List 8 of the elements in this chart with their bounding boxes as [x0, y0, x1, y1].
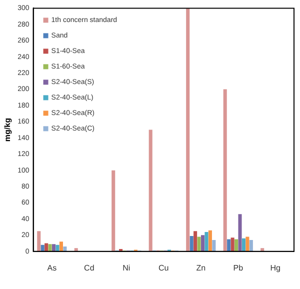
- y-axis-title: mg/kg: [3, 118, 12, 142]
- x-tick-label: Hg: [270, 263, 280, 272]
- x-tick-label: Cd: [84, 263, 94, 272]
- x-tick-label: Ni: [122, 263, 130, 272]
- x-tick-label: Pb: [233, 263, 244, 272]
- x-tick-label: Zn: [196, 263, 206, 272]
- x-tick-label: Cu: [158, 263, 169, 272]
- x-tick-label: As: [47, 263, 57, 272]
